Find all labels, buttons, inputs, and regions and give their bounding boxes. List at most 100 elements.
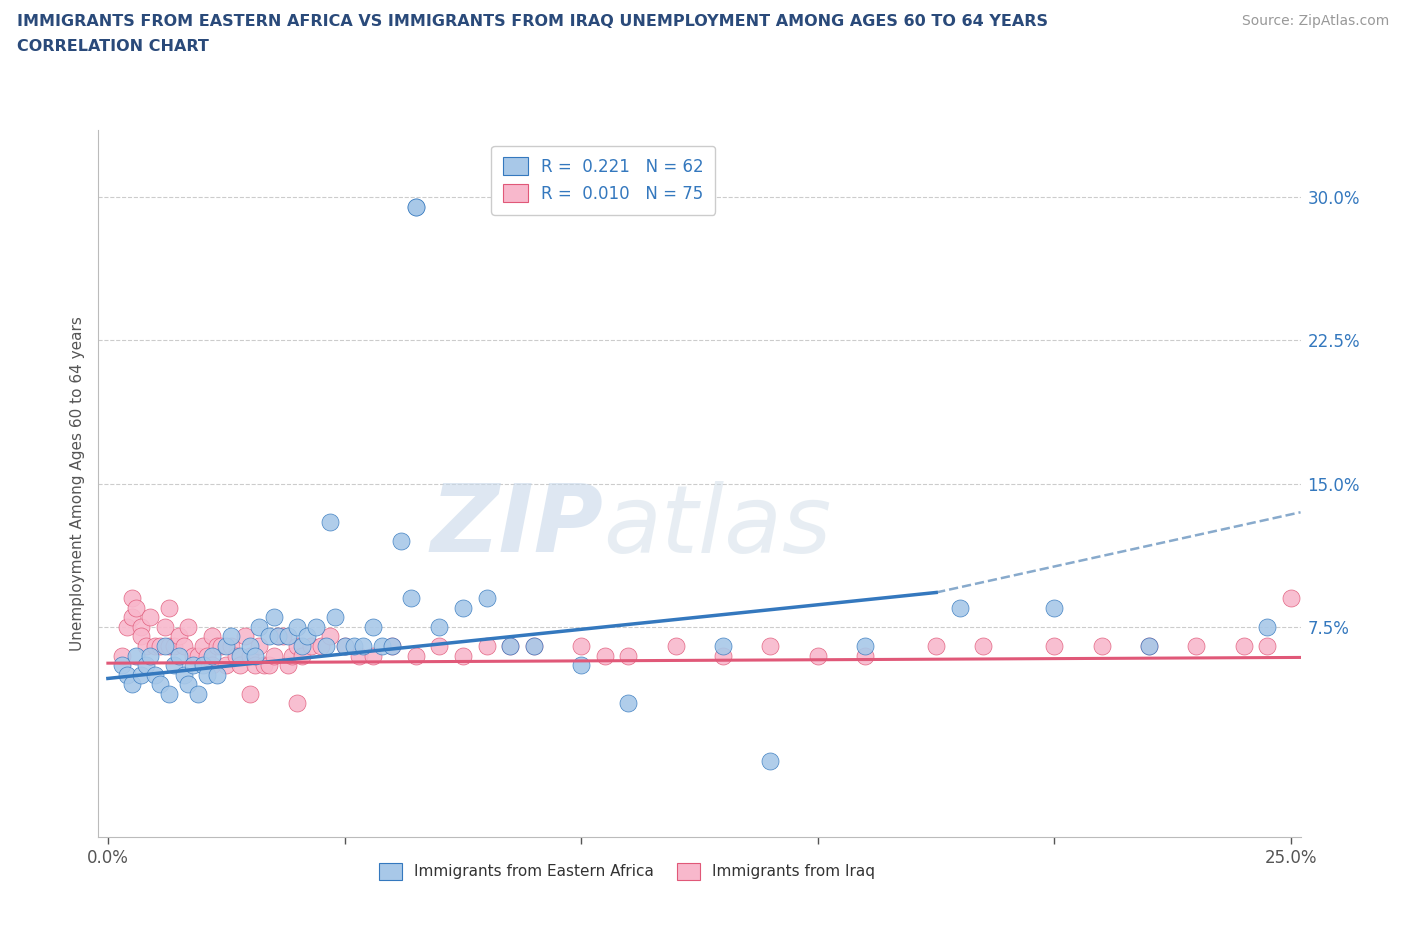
Y-axis label: Unemployment Among Ages 60 to 64 years: Unemployment Among Ages 60 to 64 years [69, 316, 84, 651]
Point [177, 677, 200, 692]
Point [153, 639, 176, 654]
Point [309, 639, 332, 654]
Point [115, 667, 138, 682]
Point [239, 648, 262, 663]
Point [219, 629, 242, 644]
Point [277, 629, 299, 644]
Point [215, 639, 238, 654]
Point [711, 648, 734, 663]
Point [229, 658, 252, 672]
Text: CORRELATION CHART: CORRELATION CHART [17, 39, 208, 54]
Point [173, 667, 195, 682]
Point [219, 639, 242, 654]
Point [319, 514, 342, 529]
Point [475, 639, 498, 654]
Point [499, 639, 522, 654]
Point [291, 639, 314, 654]
Point [759, 639, 782, 654]
Point [267, 629, 290, 644]
Point [173, 639, 195, 654]
Point [381, 639, 404, 654]
Point [239, 686, 262, 701]
Point [1091, 639, 1114, 654]
Point [593, 648, 616, 663]
Point [1279, 591, 1302, 605]
Point [499, 639, 522, 654]
Point [853, 639, 876, 654]
Point [323, 610, 346, 625]
Point [925, 639, 948, 654]
Point [291, 648, 314, 663]
Point [129, 667, 152, 682]
Text: IMMIGRANTS FROM EASTERN AFRICA VS IMMIGRANTS FROM IRAQ UNEMPLOYMENT AMONG AGES 6: IMMIGRANTS FROM EASTERN AFRICA VS IMMIGR… [17, 14, 1047, 29]
Point [135, 658, 157, 672]
Point [277, 658, 299, 672]
Point [807, 648, 830, 663]
Point [285, 619, 308, 634]
Point [195, 667, 218, 682]
Point [353, 639, 375, 654]
Point [253, 658, 276, 672]
Point [285, 639, 308, 654]
Point [181, 648, 204, 663]
Point [229, 648, 252, 663]
Point [295, 629, 318, 644]
Point [205, 667, 228, 682]
Point [343, 639, 366, 654]
Point [305, 619, 328, 634]
Point [371, 639, 394, 654]
Point [135, 639, 157, 654]
Point [111, 658, 134, 672]
Point [257, 658, 280, 672]
Point [239, 639, 262, 654]
Point [319, 629, 342, 644]
Point [143, 639, 166, 654]
Point [361, 619, 384, 634]
Point [333, 639, 356, 654]
Point [475, 591, 498, 605]
Point [759, 753, 782, 768]
Point [163, 639, 186, 654]
Point [139, 648, 162, 663]
Point [163, 658, 186, 672]
Point [257, 629, 280, 644]
Point [1256, 639, 1278, 654]
Point [157, 639, 180, 654]
Point [129, 629, 152, 644]
Point [129, 619, 152, 634]
Point [181, 658, 204, 672]
Point [233, 629, 256, 644]
Point [115, 619, 138, 634]
Point [711, 639, 734, 654]
Point [1043, 639, 1066, 654]
Point [167, 648, 190, 663]
Point [1256, 619, 1278, 634]
Point [177, 619, 200, 634]
Point [333, 639, 356, 654]
Point [1137, 639, 1160, 654]
Point [405, 199, 427, 214]
Text: ZIP: ZIP [430, 480, 603, 572]
Point [121, 610, 143, 625]
Point [1185, 639, 1208, 654]
Point [281, 648, 304, 663]
Point [617, 648, 640, 663]
Point [427, 639, 450, 654]
Point [125, 648, 148, 663]
Point [167, 629, 190, 644]
Point [225, 648, 247, 663]
Point [405, 648, 427, 663]
Point [195, 648, 218, 663]
Point [201, 648, 224, 663]
Point [139, 610, 162, 625]
Point [315, 639, 337, 654]
Point [523, 639, 546, 654]
Point [361, 648, 384, 663]
Point [399, 591, 422, 605]
Point [949, 601, 972, 616]
Point [523, 639, 546, 654]
Point [149, 639, 172, 654]
Point [299, 639, 322, 654]
Point [617, 696, 640, 711]
Point [263, 610, 285, 625]
